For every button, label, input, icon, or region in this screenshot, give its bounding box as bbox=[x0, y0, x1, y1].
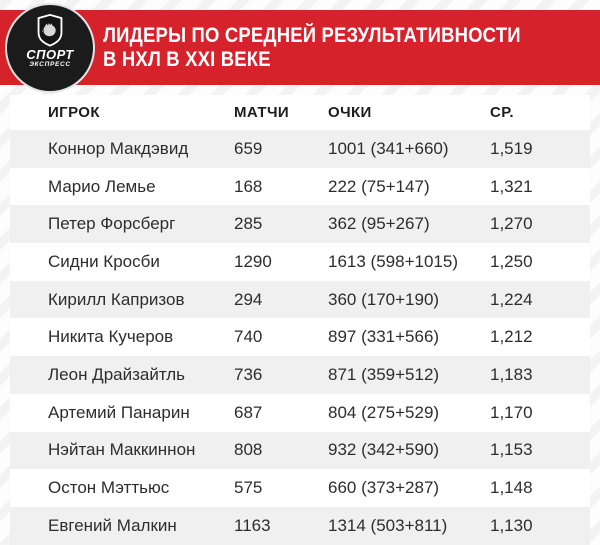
cell-avg: 1,130 bbox=[490, 515, 533, 535]
title-banner: ЛИДЕРЫ ПО СРЕДНЕЙ РЕЗУЛЬТАТИВНОСТИ В НХЛ… bbox=[0, 10, 600, 85]
cell-points: 362 (95+267) bbox=[328, 214, 430, 234]
stats-table: ИГРОК МАТЧИ ОЧКИ СР. Коннор Макдэвид 659 1… bbox=[10, 95, 590, 545]
cell-points: 932 (342+590) bbox=[328, 440, 440, 460]
cell-points: 897 (331+566) bbox=[328, 327, 440, 347]
table-row: Никита Кучеров 740 897 (331+566) 1,212 bbox=[10, 318, 590, 357]
cell-player: Никита Кучеров bbox=[48, 327, 174, 347]
cell-points: 1613 (598+1015) bbox=[328, 251, 458, 271]
cell-games: 687 bbox=[234, 402, 263, 422]
table-row: Нэйтан Маккиннон 808 932 (342+590) 1,153 bbox=[10, 431, 590, 470]
table-body: Коннор Макдэвид 659 1001 (341+660) 1,519 Мар… bbox=[10, 130, 590, 545]
logo-text-express: ЭКСПРЕСС bbox=[29, 61, 71, 68]
cell-points: 1001 (341+660) bbox=[328, 138, 449, 158]
cell-player: Евгений Малкин bbox=[48, 515, 177, 535]
cell-games: 659 bbox=[234, 138, 263, 158]
table-row: Леон Драйзайтль 736 871 (359+512) 1,183 bbox=[10, 356, 590, 394]
cell-games: 285 bbox=[234, 214, 263, 234]
cell-avg: 1,224 bbox=[490, 289, 533, 309]
cell-avg: 1,148 bbox=[490, 478, 533, 498]
cell-games: 736 bbox=[234, 364, 263, 384]
table-header-row: ИГРОК МАТЧИ ОЧКИ СР. bbox=[10, 95, 590, 130]
column-header-points: ОЧКИ bbox=[328, 104, 372, 121]
cell-player: Нэйтан Маккиннон bbox=[48, 440, 196, 460]
cell-player: Остон Мэттьюс bbox=[48, 478, 170, 498]
cell-avg: 1,153 bbox=[490, 440, 533, 460]
cell-player: Коннор Макдэвид bbox=[48, 138, 189, 158]
cell-games: 1163 bbox=[234, 515, 271, 535]
column-header-games: МАТЧИ bbox=[234, 104, 290, 121]
sport-express-logo: СПОРТ ЭКСПРЕСС bbox=[5, 3, 95, 93]
cell-points: 660 (373+287) bbox=[328, 478, 440, 498]
table-row: Евгений Малкин 1163 1314 (503+811) 1,130 bbox=[10, 506, 590, 545]
cell-player: Артемий Панарин bbox=[48, 402, 190, 422]
cell-avg: 1,519 bbox=[490, 138, 533, 158]
cell-avg: 1,183 bbox=[490, 364, 533, 384]
page-title-line1: ЛИДЕРЫ ПО СРЕДНЕЙ РЕЗУЛЬТАТИВНОСТИ bbox=[103, 24, 521, 47]
column-header-player: ИГРОК bbox=[48, 104, 100, 121]
cell-points: 871 (359+512) bbox=[328, 364, 440, 384]
rooster-shield-icon bbox=[37, 14, 63, 47]
page-title: ЛИДЕРЫ ПО СРЕДНЕЙ РЕЗУЛЬТАТИВНОСТИ В НХЛ… bbox=[103, 24, 521, 71]
logo-text-sport: СПОРТ bbox=[26, 47, 74, 62]
cell-points: 804 (275+529) bbox=[328, 402, 440, 422]
cell-points: 360 (170+190) bbox=[328, 289, 440, 309]
cell-avg: 1,270 bbox=[490, 214, 533, 234]
table-row: Сидни Кросби 1290 1613 (598+1015) 1,250 bbox=[10, 243, 590, 281]
cell-avg: 1,250 bbox=[490, 251, 533, 271]
table-row: Марио Лемье 168 222 (75+147) 1,321 bbox=[10, 167, 590, 206]
table-row: Петер Форсберг 285 362 (95+267) 1,270 bbox=[10, 205, 590, 244]
cell-games: 808 bbox=[234, 440, 263, 460]
page-title-line2: В НХЛ В XXI ВЕКЕ bbox=[103, 47, 271, 71]
cell-avg: 1,212 bbox=[490, 327, 533, 347]
cell-player: Марио Лемье bbox=[48, 176, 156, 196]
cell-player: Кирилл Капризов bbox=[48, 289, 185, 309]
cell-avg: 1,170 bbox=[490, 402, 533, 422]
cell-games: 575 bbox=[234, 478, 263, 498]
table-row: Остон Мэттьюс 575 660 (373+287) 1,148 bbox=[10, 469, 590, 507]
table-row: Артемий Панарин 687 804 (275+529) 1,170 bbox=[10, 393, 590, 432]
cell-points: 1314 (503+811) bbox=[328, 515, 448, 535]
cell-avg: 1,321 bbox=[490, 176, 533, 196]
cell-games: 1290 bbox=[234, 251, 272, 271]
cell-player: Леон Драйзайтль bbox=[48, 364, 186, 384]
column-header-avg: СР. bbox=[490, 104, 514, 121]
cell-player: Сидни Кросби bbox=[48, 251, 160, 271]
cell-points: 222 (75+147) bbox=[328, 176, 430, 196]
cell-games: 294 bbox=[234, 289, 263, 309]
cell-games: 168 bbox=[234, 176, 263, 196]
cell-games: 740 bbox=[234, 327, 263, 347]
table-row: Кирилл Капризов 294 360 (170+190) 1,224 bbox=[10, 280, 590, 319]
cell-player: Петер Форсберг bbox=[48, 214, 176, 234]
table-row: Коннор Макдэвид 659 1001 (341+660) 1,519 bbox=[10, 130, 590, 168]
